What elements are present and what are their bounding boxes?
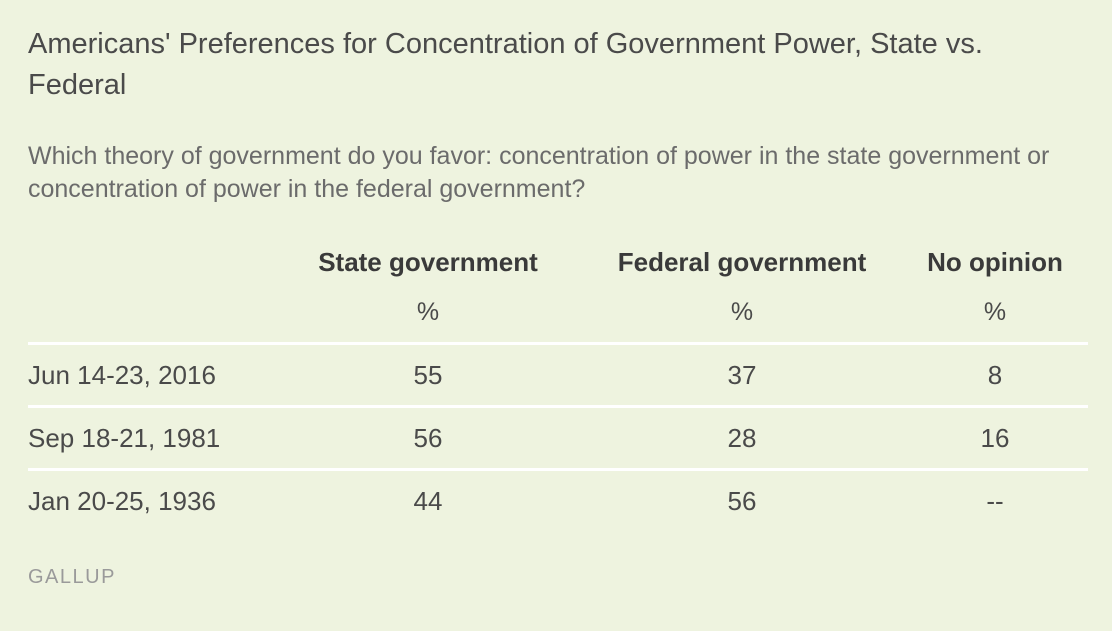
cell-no-opinion: 16 (902, 405, 1088, 470)
row-date: Jun 14-23, 2016 (28, 342, 274, 407)
chart-title: Americans' Preferences for Concentration… (28, 28, 983, 101)
cell-state: 44 (274, 468, 582, 531)
cell-federal: 37 (582, 342, 902, 407)
chart-container: Americans' Preferences for Concentration… (28, 24, 1088, 531)
header-no-opinion: No opinion (927, 246, 1063, 277)
table-row: Sep 18-21, 1981 56 28 16 (28, 405, 1088, 470)
table-row: Jun 14-23, 2016 55 37 8 (28, 342, 1088, 407)
header-state-government: State government (318, 246, 538, 277)
source-label: GALLUP (28, 566, 116, 588)
results-table: State government Federal government No o… (28, 242, 1088, 531)
unit-state: % (416, 297, 440, 326)
cell-federal: 28 (582, 405, 902, 470)
units-row: % % % (28, 282, 1088, 344)
header-federal-government: Federal government (617, 246, 867, 277)
row-date: Jan 20-25, 1936 (28, 468, 274, 531)
row-date: Sep 18-21, 1981 (28, 405, 274, 470)
units-blank (28, 282, 274, 344)
unit-no-opinion: % (983, 297, 1007, 326)
cell-no-opinion: 8 (902, 342, 1088, 407)
header-row: State government Federal government No o… (28, 242, 1088, 282)
cell-state: 56 (274, 405, 582, 470)
table-row: Jan 20-25, 1936 44 56 -- (28, 468, 1088, 531)
header-blank (28, 242, 274, 282)
cell-federal: 56 (582, 468, 902, 531)
chart-subtitle: Which theory of government do you favor:… (28, 142, 1050, 203)
cell-state: 55 (274, 342, 582, 407)
cell-no-opinion: -- (902, 468, 1088, 531)
unit-federal: % (730, 297, 754, 326)
